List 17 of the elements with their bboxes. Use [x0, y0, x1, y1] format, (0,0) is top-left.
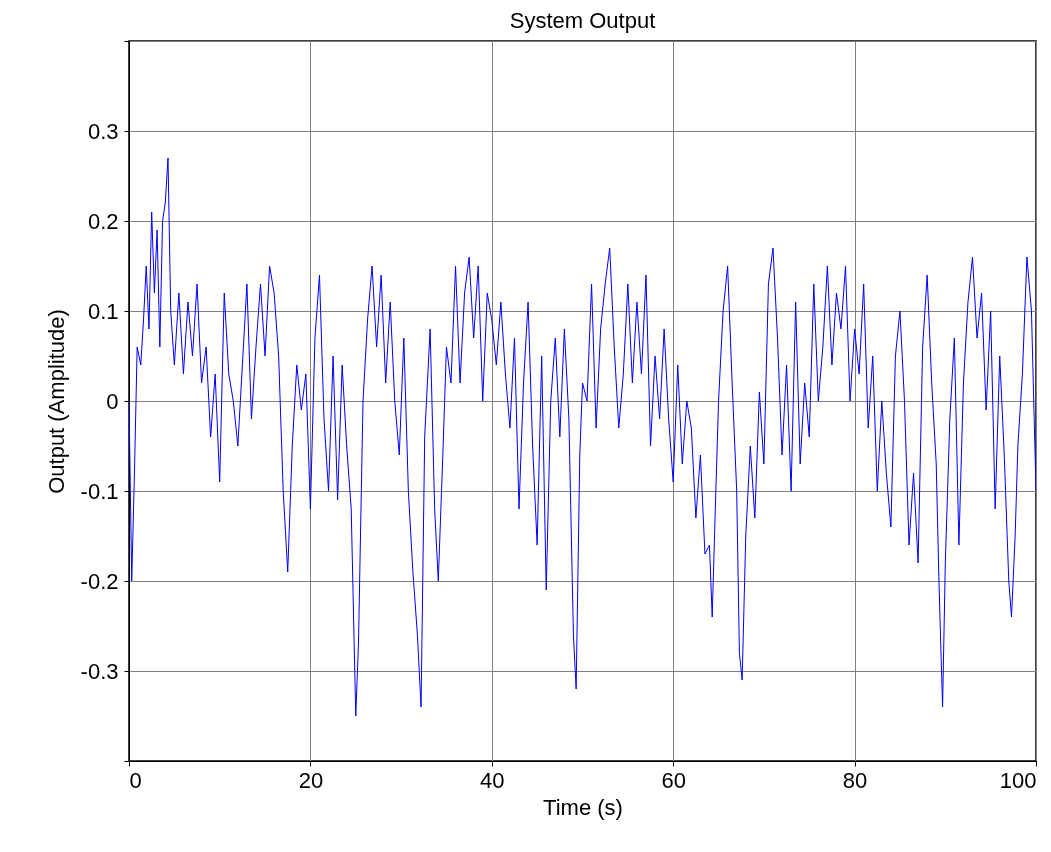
y-tick-label: 0.2: [87, 208, 119, 234]
y-tick-label: 0.3: [87, 118, 119, 144]
y-tick-label: -0.1: [80, 478, 119, 504]
x-tick-label: 0: [129, 767, 142, 793]
x-tick-label: 20: [298, 767, 324, 793]
x-tick-label: 100: [999, 767, 1037, 793]
x-axis-title: Time (s): [543, 794, 623, 820]
y-axis-title: Output (Amplitude): [43, 309, 69, 494]
x-tick-label: 80: [842, 767, 868, 793]
line-series: [129, 157, 1036, 717]
y-tick-label: -0.3: [80, 658, 119, 684]
chart-title: System Output: [509, 7, 656, 33]
x-tick-label: 40: [480, 767, 505, 793]
x-tick-label: 60: [661, 767, 686, 793]
y-tick-label: 0.1: [87, 298, 119, 324]
y-tick-label: -0.2: [80, 568, 119, 594]
y-tick-label: 0: [106, 388, 119, 414]
